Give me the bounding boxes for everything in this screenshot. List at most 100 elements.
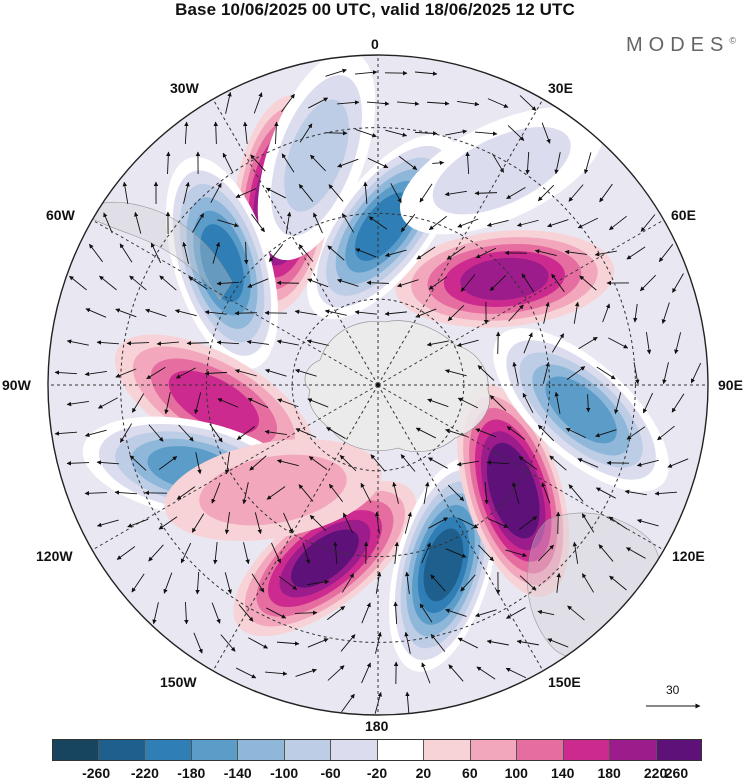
wind-vector <box>541 122 551 144</box>
wind-vector <box>103 212 113 234</box>
wind-vector <box>195 571 200 595</box>
wind-vector <box>327 665 345 681</box>
wind-vector <box>608 337 629 349</box>
wind-vector <box>404 511 412 534</box>
wind-vector <box>457 517 479 529</box>
wind-vector <box>537 424 555 442</box>
wind-vector <box>447 484 465 502</box>
meridian-line <box>377 384 544 672</box>
wind-vector <box>339 455 357 471</box>
wind-vector <box>193 632 203 654</box>
wind-vector <box>66 339 89 346</box>
map-boundary <box>47 54 709 716</box>
reference-vector-value: 30 <box>666 683 680 697</box>
wind-vector <box>460 274 476 292</box>
wind-vector <box>328 483 344 503</box>
wind-vector <box>428 276 448 290</box>
colorbar <box>52 739 702 761</box>
colorbar-swatch <box>283 739 330 761</box>
meridian-line <box>212 98 379 386</box>
wind-vector <box>265 187 287 199</box>
wind-vector <box>216 340 240 345</box>
wind-vector <box>265 368 287 377</box>
lon-label-90w: 90W <box>2 377 31 393</box>
wind-vector <box>212 241 221 264</box>
wind-vector <box>566 366 586 380</box>
wind-vector <box>119 243 133 263</box>
wind-vector <box>235 667 257 679</box>
wind-vector <box>97 397 118 409</box>
wind-vector <box>547 638 569 648</box>
wind-vector <box>518 516 538 530</box>
wind-vector <box>337 158 359 168</box>
graticule <box>48 55 708 715</box>
wind-vector <box>211 482 221 504</box>
colorbar-swatch <box>469 739 516 761</box>
wind-vector <box>654 491 678 496</box>
wind-vector <box>505 549 528 558</box>
wind-vector <box>484 481 489 505</box>
wind-vector <box>253 92 263 114</box>
wind-vector <box>585 394 591 413</box>
colorbar-tick-label: 180 <box>597 765 621 781</box>
brand-copyright: © <box>729 35 736 46</box>
wind-vector <box>285 211 292 234</box>
wind-vector <box>247 398 269 408</box>
wind-vector <box>405 691 410 715</box>
colorbar-tick-label: -220 <box>130 765 159 781</box>
wind-vector <box>445 548 467 558</box>
wind-vector <box>129 275 147 291</box>
wind-vector <box>69 275 87 291</box>
wind-vector <box>667 458 689 468</box>
wind-vector <box>276 280 300 286</box>
colorbar-swatch <box>516 739 563 761</box>
wind-vector <box>448 664 464 682</box>
wind-vector <box>595 429 617 438</box>
wind-vector <box>661 302 670 324</box>
wind-vector <box>114 490 138 495</box>
wind-vector <box>427 457 448 469</box>
wind-vector <box>578 336 598 350</box>
wind-vector <box>444 369 467 377</box>
wind-vector <box>537 184 555 202</box>
wind-vector <box>426 101 450 106</box>
wind-vector <box>328 184 344 202</box>
wind-vector <box>657 425 675 441</box>
wind-vector <box>547 219 569 228</box>
brand-logo: MODES© <box>626 34 736 57</box>
wind-vector <box>430 634 446 652</box>
wind-vector <box>243 542 250 565</box>
wind-vector <box>222 152 234 174</box>
wind-vector <box>596 366 616 380</box>
wind-vector <box>283 512 293 534</box>
wind-vector <box>505 667 527 679</box>
anomaly-contour <box>460 257 549 301</box>
wind-vector <box>96 460 120 465</box>
wind-vector <box>478 544 494 562</box>
wind-vector <box>84 491 108 496</box>
wind-vector <box>599 183 613 203</box>
lon-label-150w: 150W <box>160 674 197 690</box>
wind-vector <box>457 637 479 649</box>
anomaly-contour <box>492 454 534 527</box>
colorbar-swatch <box>423 739 470 761</box>
anomaly-field <box>48 55 708 715</box>
wind-vector <box>475 609 497 618</box>
wind-vector <box>131 393 145 413</box>
wind-vector <box>551 273 565 293</box>
wind-vector <box>542 361 550 384</box>
wind-vector <box>397 101 420 106</box>
wind-vector <box>89 243 103 263</box>
wind-vector <box>158 516 178 530</box>
wind-vector <box>583 152 592 175</box>
wind-vector <box>333 541 338 565</box>
wind-vector <box>579 275 597 291</box>
wind-vector <box>116 546 136 560</box>
wind-vector <box>457 218 479 228</box>
wind-vector <box>254 512 262 535</box>
wind-vector <box>674 332 682 355</box>
wind-vector <box>178 424 194 442</box>
wind-vector <box>636 459 659 467</box>
anomaly-contour <box>199 454 347 526</box>
